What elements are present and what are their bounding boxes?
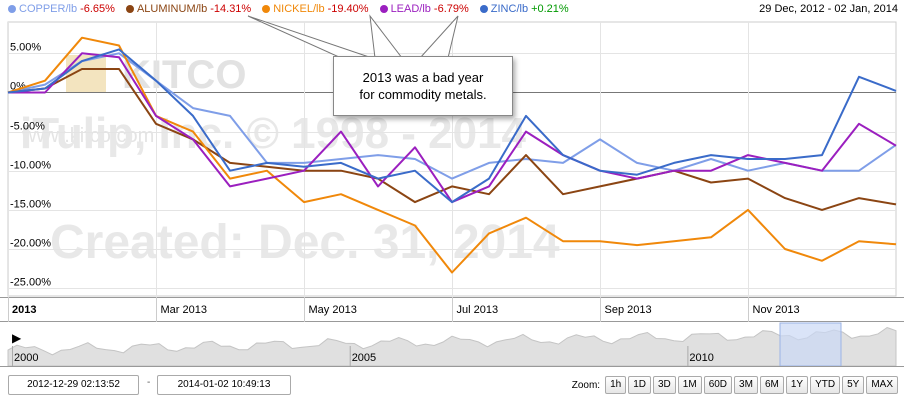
zoom-button-ytd[interactable]: YTD: [810, 376, 841, 394]
navigator-area: [7, 326, 897, 367]
legend-dot-icon: [262, 5, 271, 13]
series-line-zinc: [7, 48, 897, 204]
x-tick-label: 2013: [12, 304, 36, 316]
date-range-dash: -: [147, 377, 151, 388]
y-tick-label: -15.00%: [10, 199, 51, 211]
legend-item-copper[interactable]: COPPER/lb -6.65%: [8, 3, 115, 15]
y-tick-label: 5.00%: [10, 42, 41, 54]
legend-dot-icon: [8, 5, 16, 13]
series-line-aluminum: [7, 68, 897, 211]
legend-series-change: -6.79%: [433, 3, 469, 15]
legend-series-change: -14.31%: [210, 3, 252, 15]
from-date-input[interactable]: 2012-12-29 02:13:52: [8, 375, 139, 395]
y-tick-label: -5.00%: [10, 121, 45, 133]
zoom-button-1y[interactable]: 1Y: [785, 376, 809, 394]
zoom-button-3d[interactable]: 3D: [652, 376, 676, 394]
zoom-button-60d[interactable]: 60D: [703, 376, 733, 394]
zoom-button-1m[interactable]: 1M: [677, 376, 702, 394]
callout-pointers: [247, 14, 459, 63]
legend-series-name: ALUMINUM/lb: [136, 3, 208, 15]
zoom-button-3m[interactable]: 3M: [734, 376, 758, 394]
navigator-year-label: 2005: [352, 352, 376, 364]
legend-series-name: COPPER/lb: [19, 3, 78, 15]
legend-dot-icon: [479, 5, 488, 13]
y-tick-label: -10.00%: [10, 160, 51, 172]
legend-series-change: -6.65%: [80, 3, 115, 15]
play-icon[interactable]: ▶: [12, 331, 22, 345]
copyright-watermark: iTulip, Inc. © 1998 - 2014: [20, 109, 527, 158]
y-tick-label: -20.00%: [10, 238, 51, 250]
x-tick-label: Nov 2013: [753, 304, 800, 316]
navigator-selection[interactable]: [779, 322, 842, 367]
legend-item-nickel[interactable]: NICKEL/lb -19.40%: [262, 3, 369, 15]
x-axis: 2013 Mar 2013 May 2013 Jul 2013 Sep 2013 Nov …: [0, 297, 904, 322]
zoom-button-1h[interactable]: 1h: [605, 376, 627, 394]
to-date-input[interactable]: 2014-01-02 10:49:13: [157, 375, 291, 395]
date-range-label: 29 Dec, 2012 - 02 Jan, 2014: [759, 3, 898, 15]
zoom-bar: Zoom: 1h 1D 3D 1M 60D 3M 6M 1Y YTD 5Y MAX: [572, 376, 898, 394]
legend-series-change: +0.21%: [531, 3, 569, 15]
zoom-button-5y[interactable]: 5Y: [842, 376, 865, 394]
navigator-year-label: 2010: [689, 352, 713, 364]
legend-series-change: -19.40%: [327, 3, 369, 15]
legend-dot-icon: [125, 5, 134, 13]
kitco-url-watermark: www.kitco.com: [21, 125, 154, 147]
x-tick-label: Mar 2013: [161, 304, 207, 316]
x-tick-label: Jul 2013: [457, 304, 499, 316]
legend-series-name: ZINC/lb: [490, 3, 529, 15]
x-tick-label: Sep 2013: [605, 304, 652, 316]
legend-series-name: LEAD/lb: [390, 3, 431, 15]
zoom-label: Zoom:: [571, 379, 601, 391]
legend-dot-icon: [379, 5, 388, 13]
y-tick-label: -25.00%: [10, 277, 51, 289]
callout-box: 2013 was a bad year for commodity metals…: [333, 56, 513, 116]
navigator-year-label: 2000: [14, 352, 38, 364]
legend-item-lead[interactable]: LEAD/lb -6.79%: [379, 3, 469, 15]
zoom-button-1d[interactable]: 1D: [628, 376, 651, 394]
zoom-button-6m[interactable]: 6M: [759, 376, 784, 394]
series-layer: [7, 36, 897, 274]
y-axis-labels: 5.00%0%-5.00%-10.00%-15.00%-20.00%-25.00…: [10, 42, 51, 289]
legend-item-aluminum[interactable]: ALUMINUM/lb -14.31%: [125, 3, 252, 15]
legend: COPPER/lb -6.65% ALUMINUM/lb -14.31% NICKEL/…: [8, 3, 580, 19]
zoom-button-max[interactable]: MAX: [866, 376, 898, 394]
legend-item-zinc[interactable]: ZINC/lb +0.21%: [479, 3, 569, 15]
x-tick-label: May 2013: [309, 304, 357, 316]
legend-series-name: NICKEL/lb: [273, 3, 325, 15]
callout-text: 2013 was a bad year for commodity metals…: [359, 70, 487, 102]
navigator[interactable]: 2000 2005 2010 ▶: [0, 322, 904, 367]
